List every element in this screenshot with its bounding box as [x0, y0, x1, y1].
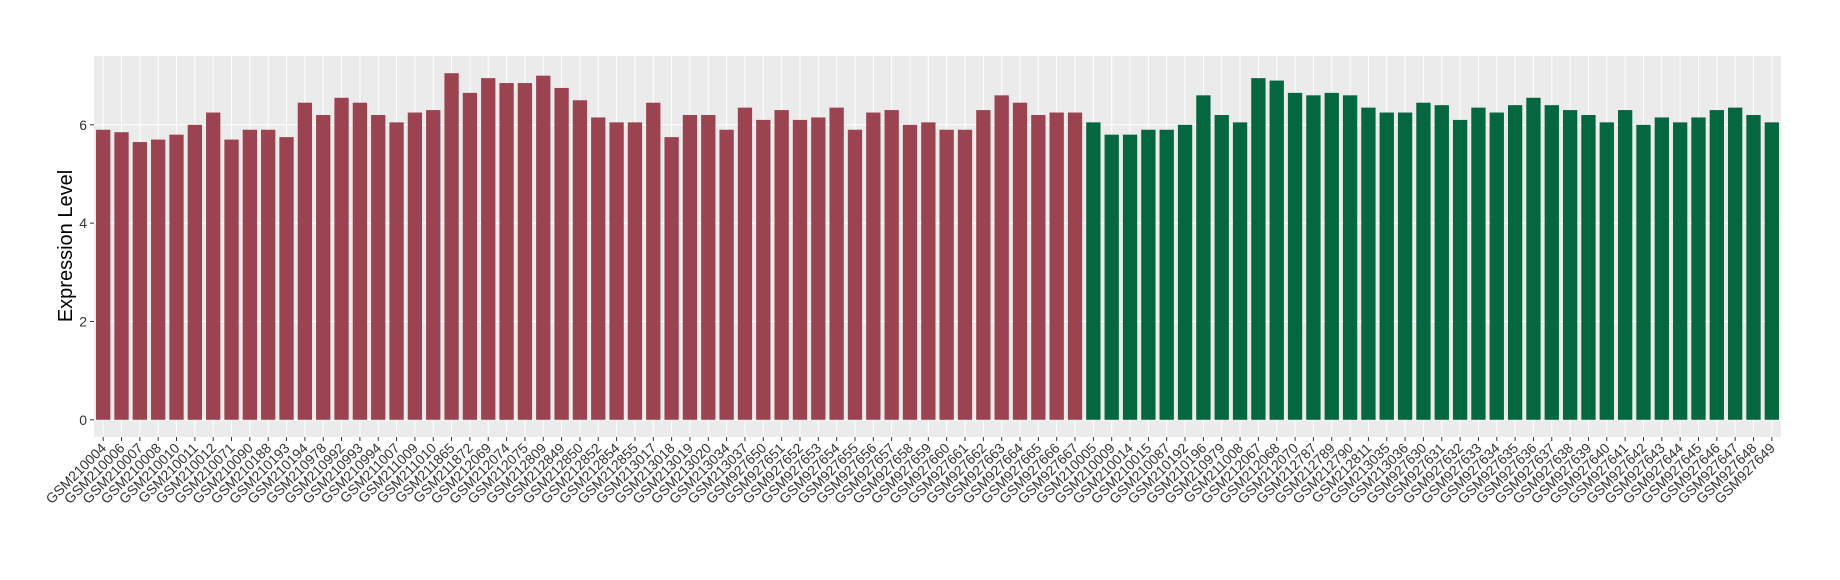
- bar: [279, 137, 294, 420]
- bar: [1764, 122, 1779, 420]
- bar: [646, 102, 661, 420]
- bar: [756, 119, 771, 420]
- bar: [1526, 97, 1541, 420]
- bar: [1342, 95, 1358, 420]
- bar: [1287, 92, 1303, 420]
- bar: [1086, 122, 1101, 420]
- bar: [1141, 129, 1156, 420]
- bar: [1709, 110, 1724, 420]
- bar: [499, 83, 514, 420]
- bar: [481, 78, 496, 420]
- bar: [1654, 117, 1669, 420]
- bar: [701, 114, 716, 420]
- bar: [884, 110, 899, 420]
- bar: [719, 129, 734, 420]
- y-tick-label: 6: [79, 117, 87, 133]
- bar: [902, 124, 918, 420]
- bar: [114, 132, 129, 420]
- bar: [96, 129, 111, 420]
- bar: [1452, 119, 1468, 420]
- bar: [1617, 110, 1633, 420]
- bar: [389, 122, 404, 420]
- bar: [1306, 95, 1321, 420]
- bar: [1746, 114, 1761, 420]
- bar: [132, 142, 147, 420]
- y-tick-label: 0: [79, 412, 87, 428]
- bar: [921, 122, 936, 420]
- bar: [994, 95, 1009, 420]
- bar: [444, 73, 459, 420]
- bar: [261, 129, 276, 420]
- bar: [1397, 112, 1413, 420]
- bar: [829, 107, 844, 420]
- bar: [297, 102, 313, 420]
- y-tick-label: 2: [79, 313, 87, 329]
- bar: [572, 100, 588, 420]
- bar: [1324, 92, 1339, 420]
- bar: [407, 112, 423, 420]
- bar: [1636, 124, 1651, 420]
- bar: [224, 139, 239, 420]
- bar: [1691, 117, 1706, 420]
- bar: [517, 83, 533, 420]
- bar: [976, 110, 991, 420]
- bar: [1599, 122, 1614, 420]
- bar: [774, 110, 789, 420]
- bar: [1067, 112, 1083, 420]
- bar: [939, 129, 954, 420]
- bar: [664, 137, 679, 420]
- bar: [1031, 114, 1046, 420]
- bar: [866, 112, 881, 420]
- bar: [1251, 78, 1266, 420]
- bar: [334, 97, 349, 420]
- bar: [1232, 122, 1248, 420]
- bar: [242, 129, 258, 420]
- bar: [609, 122, 624, 420]
- bar: [792, 119, 808, 420]
- bar: [206, 112, 221, 420]
- bar: [316, 114, 331, 420]
- bar: [536, 75, 551, 420]
- bar: [811, 117, 826, 420]
- bar: [627, 122, 643, 420]
- bar: [187, 124, 203, 420]
- bar: [591, 117, 606, 420]
- bar: [1728, 107, 1743, 420]
- bar: [957, 129, 973, 420]
- bar: [1507, 105, 1523, 420]
- bar: [1434, 105, 1449, 420]
- bar: [1581, 114, 1596, 420]
- bar: [682, 114, 698, 420]
- bar: [1361, 107, 1376, 420]
- bar: [1544, 105, 1559, 420]
- bar: [1416, 102, 1431, 420]
- bar: [1012, 102, 1028, 420]
- bar: [462, 92, 478, 420]
- bar: [1159, 129, 1174, 420]
- bar: [1562, 110, 1578, 420]
- bar: [1471, 107, 1486, 420]
- y-tick-label: 4: [79, 215, 87, 231]
- bar: [1269, 80, 1284, 420]
- bar: [1379, 112, 1394, 420]
- bar: [847, 129, 863, 420]
- bar: [554, 87, 569, 420]
- y-axis-label: Expression Level: [55, 170, 77, 322]
- bar: [1104, 134, 1119, 420]
- bar: [426, 110, 441, 420]
- bar: [1489, 112, 1504, 420]
- bar: [1177, 124, 1193, 420]
- bar: [1672, 122, 1688, 420]
- bar: [151, 139, 166, 420]
- bar: [1196, 95, 1211, 420]
- bar: [1214, 114, 1229, 420]
- bar: [371, 114, 386, 420]
- bar: [352, 102, 368, 420]
- bar: [737, 107, 753, 420]
- bar: [169, 134, 184, 420]
- bar: [1122, 134, 1138, 420]
- bar: [1049, 112, 1064, 420]
